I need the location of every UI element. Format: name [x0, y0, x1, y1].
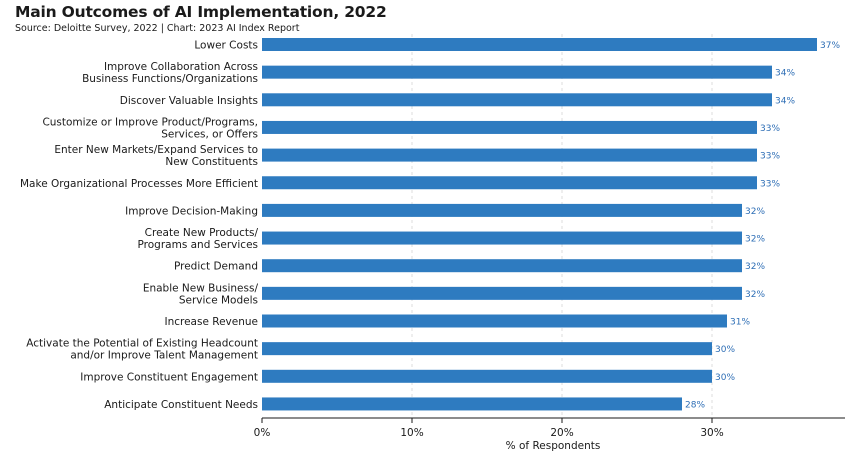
category-label: Create New Products/Programs and Service… — [138, 227, 259, 251]
value-label: 33% — [760, 152, 780, 162]
x-tick-label: 30% — [700, 427, 723, 439]
bar — [262, 286, 742, 300]
bar — [262, 203, 742, 217]
bar — [262, 314, 727, 328]
bar — [262, 259, 742, 273]
value-label: 30% — [715, 345, 735, 355]
bar — [262, 93, 772, 107]
category-label: Discover Valuable Insights — [120, 95, 258, 107]
bar — [262, 397, 682, 411]
category-label: Predict Demand — [174, 261, 258, 273]
bar — [262, 369, 712, 383]
value-labels: 37% 34% 34% 33% 33% 33% 32% 32% 32% 32% 31% 30% 30% 2… — [685, 41, 840, 410]
category-label: Increase Revenue — [164, 316, 258, 328]
value-label: 32% — [745, 235, 765, 245]
x-tick-label: 20% — [550, 427, 573, 439]
bars — [262, 38, 817, 411]
category-labels: Lower Costs Improve Collaboration Across B… — [20, 40, 258, 411]
value-label: 33% — [760, 124, 780, 134]
chart-title: Main Outcomes of AI Implementation, 2022 — [15, 3, 387, 21]
value-label: 28% — [685, 400, 705, 410]
category-label: Improve Collaboration Across Business Fun… — [82, 61, 258, 85]
bar — [262, 231, 742, 245]
bar — [262, 176, 757, 190]
category-label: Enter New Markets/Expand Services to New … — [54, 144, 258, 168]
bar — [262, 342, 712, 356]
category-label: Customize or Improve Product/Programs, Se… — [42, 116, 258, 140]
category-label: Improve Decision-Making — [125, 205, 258, 217]
value-label: 37% — [820, 41, 840, 51]
category-label: Activate the Potential of Existing Headc… — [26, 338, 258, 362]
value-label: 30% — [715, 373, 735, 383]
x-axis-title: % of Respondents — [506, 440, 601, 452]
value-label: 32% — [745, 290, 765, 300]
value-label: 34% — [775, 96, 795, 106]
category-label: Improve Constituent Engagement — [80, 371, 258, 383]
bar — [262, 120, 757, 134]
bar — [262, 38, 817, 51]
category-label: Make Organizational Processes More Effic… — [20, 178, 258, 190]
gridlines — [411, 34, 713, 418]
value-label: 34% — [775, 69, 795, 79]
bar — [262, 65, 772, 79]
x-tick-label: 10% — [400, 427, 423, 439]
x-axis: 0% 10% 20% 30% % of Respondents — [254, 417, 845, 452]
bar — [262, 148, 757, 162]
value-label: 32% — [745, 262, 765, 272]
x-tick-label: 0% — [254, 427, 271, 439]
category-label: Lower Costs — [194, 40, 258, 52]
value-label: 33% — [760, 179, 780, 189]
category-label: Anticipate Constituent Needs — [104, 399, 258, 411]
value-label: 31% — [730, 318, 750, 328]
chart-source: Source: Deloitte Survey, 2022 | Chart: 2… — [15, 23, 300, 34]
value-label: 32% — [745, 207, 765, 217]
category-label: Enable New Business/Service Models — [143, 282, 259, 306]
